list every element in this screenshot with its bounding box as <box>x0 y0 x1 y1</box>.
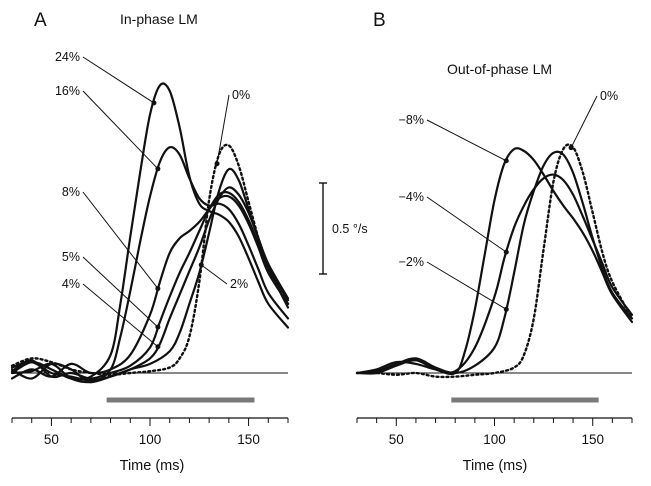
panel-b-x-axis-title: Time (ms) <box>463 458 528 474</box>
panel-a-title: In-phase LM <box>120 11 198 27</box>
panel-b-series-minus4pct-line <box>355 173 634 375</box>
panel-a-series-4pct-line <box>10 186 290 382</box>
panel-b-series-minus4pct-label: −4% <box>399 190 424 204</box>
panel-b-title: Out-of-phase LM <box>447 61 552 77</box>
panel-a-x-axis-title: Time (ms) <box>120 458 185 474</box>
panel-a-series-24pct-leader <box>82 56 155 104</box>
panel-b-series-0pct-label: 0% <box>600 89 618 103</box>
panel-a-series-0pct-line <box>10 143 290 376</box>
panel-b-letter: B <box>373 10 386 31</box>
panel-a-series-4pct-label: 4% <box>62 277 80 291</box>
scale-bar: 0.5 °/s <box>319 182 368 275</box>
panel-a-series-2pct-line <box>10 167 290 384</box>
panel-a-series-0pct-label: 0% <box>232 88 250 102</box>
panel-b-series-0pct-leader <box>570 95 598 148</box>
panel-a-series-0pct-leader <box>216 94 230 164</box>
panel-a-x-tick-label: 100 <box>139 432 162 447</box>
panel-a-series-2pct-label: 2% <box>230 277 248 291</box>
panel-a-series-24pct-label: 24% <box>55 50 80 64</box>
panel-b-plot-area: 50 100 150 −8% −4% −2% 0% <box>355 89 634 447</box>
panel-b-series-minus8pct-leader <box>426 119 507 162</box>
panel-b-series-minus2pct-line <box>355 150 634 375</box>
panel-a-series-16pct-label: 16% <box>55 84 80 98</box>
panel-b-series-minus8pct-line <box>355 147 634 376</box>
panel-b-series-minus2pct-leader <box>426 261 507 310</box>
panel-a-series-2pct-leader <box>200 264 228 285</box>
panel-b-series-minus2pct-label: −2% <box>399 255 424 269</box>
panel-b-x-tick-label: 150 <box>581 432 604 447</box>
panel-a-series-24pct-line <box>10 82 290 381</box>
panel-b: B Out-of-phase LM Time (ms) 50 100 150 −8% −… <box>355 10 634 474</box>
panel-a-series-8pct-label: 8% <box>62 185 80 199</box>
panel-b-series-0pct-line <box>355 143 634 379</box>
panel-b-series-minus4pct-leader <box>426 196 507 253</box>
panel-b-x-tick-label: 50 <box>389 432 404 447</box>
panel-a-series-16pct-leader <box>82 90 159 170</box>
panel-a-letter: A <box>34 10 47 31</box>
panel-a-series-8pct-leader <box>82 191 159 289</box>
panel-a-series-4pct-leader <box>82 283 159 348</box>
scale-bar-label: 0.5 °/s <box>332 222 368 236</box>
panel-b-series-minus8pct-label: −8% <box>399 113 424 127</box>
panel-b-x-tick-label: 100 <box>483 432 506 447</box>
panel-a-series-5pct-line <box>10 191 290 380</box>
panel-a-series-5pct-label: 5% <box>62 250 80 264</box>
panel-a-series-5pct-leader <box>82 256 159 328</box>
panel-a-x-tick-label: 150 <box>237 432 260 447</box>
panel-a-plot-area: 50 100 150 24% 16% 8% 5% 4% 2% 0% <box>10 50 290 447</box>
panel-a-series-8pct-line <box>10 194 290 380</box>
panel-a-x-tick-label: 50 <box>44 432 59 447</box>
panel-a: A In-phase LM Time (ms) 50 100 150 24% 16% 8%… <box>10 10 290 474</box>
